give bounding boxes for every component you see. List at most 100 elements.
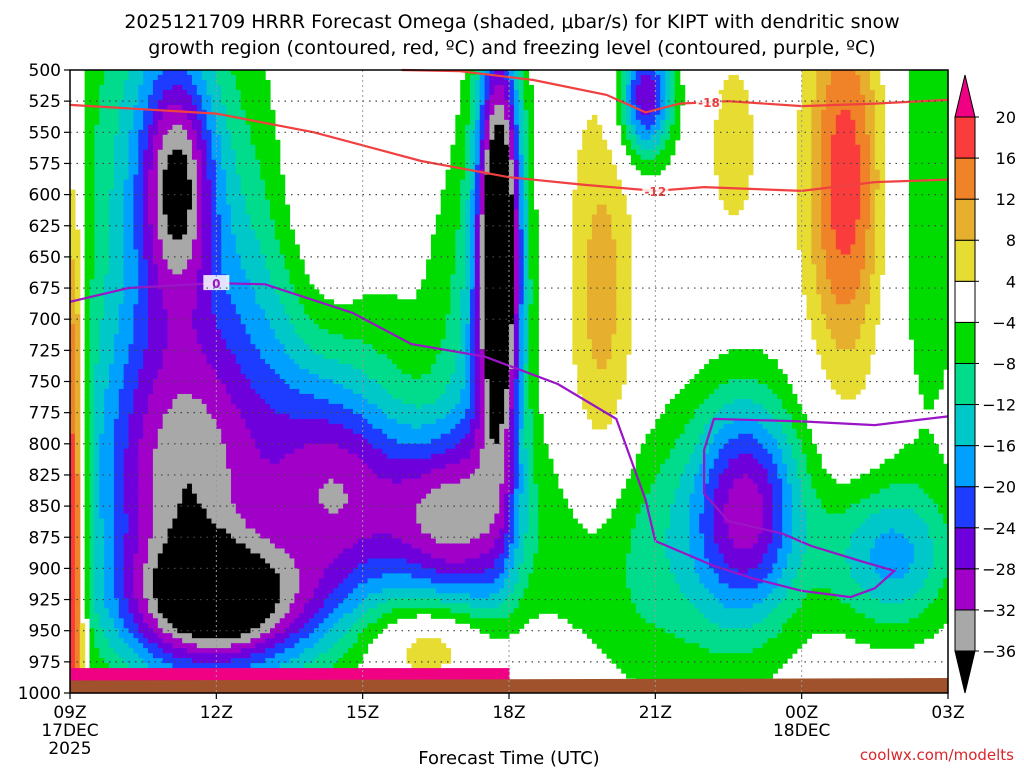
- omega-cell: [104, 593, 115, 599]
- omega-cell: [533, 418, 544, 425]
- omega-cell: [855, 339, 876, 345]
- omega-cell: [84, 70, 105, 76]
- omega-cell: [762, 558, 778, 565]
- omega-cell: [348, 628, 364, 634]
- omega-cell: [70, 289, 76, 295]
- omega-cell: [274, 234, 295, 241]
- omega-cell: [318, 653, 344, 659]
- omega-cell: [201, 234, 213, 241]
- omega-cell: [323, 618, 339, 624]
- omega-cell: [211, 518, 247, 525]
- omega-cell: [474, 94, 481, 101]
- omega-cell: [465, 349, 471, 355]
- omega-cell: [289, 383, 344, 390]
- omega-cell: [855, 70, 871, 76]
- omega-cell: [113, 558, 125, 565]
- omega-cell: [74, 533, 81, 540]
- omega-cell: [148, 638, 164, 644]
- omega-cell: [523, 134, 530, 141]
- omega-cell: [489, 408, 505, 415]
- omega-cell: [191, 254, 203, 260]
- omega-cell: [70, 483, 76, 490]
- omega-cell: [509, 528, 515, 535]
- omega-cell: [479, 264, 486, 270]
- omega-cell: [484, 418, 491, 425]
- omega-cell: [74, 653, 81, 659]
- omega-cell: [474, 144, 481, 151]
- omega-cell: [757, 583, 778, 589]
- omega-cell: [89, 379, 95, 385]
- omega-cell: [772, 518, 783, 525]
- omega-cell: [172, 398, 203, 405]
- omega-cell: [250, 433, 364, 440]
- omega-cell: [523, 309, 530, 315]
- omega-cell: [513, 264, 520, 270]
- colorbar-tick-label: 4: [1006, 272, 1016, 291]
- omega-cell: [138, 259, 149, 265]
- omega-cell: [469, 309, 476, 315]
- omega-cell: [830, 199, 861, 206]
- omega-cell: [152, 493, 183, 500]
- dendritic-contour-line: [401, 68, 949, 114]
- omega-cell: [391, 533, 432, 540]
- omega-cell: [118, 603, 130, 609]
- omega-cell: [148, 134, 154, 141]
- omega-cell: [665, 553, 691, 560]
- omega-cell: [669, 448, 695, 455]
- omega-cell: [860, 159, 871, 166]
- omega-cell: [484, 438, 495, 445]
- freezing-contour-label-bg: [203, 275, 230, 291]
- omega-cell: [538, 493, 564, 500]
- omega-cell: [811, 199, 822, 206]
- omega-cell: [84, 174, 95, 181]
- omega-cell: [162, 144, 193, 151]
- omega-cell: [172, 403, 208, 410]
- omega-cell: [494, 513, 505, 520]
- omega-cell: [113, 428, 130, 435]
- omega-cell: [557, 613, 642, 619]
- omega-cell: [84, 89, 100, 96]
- omega-cell: [655, 70, 666, 76]
- omega-cell: [874, 109, 886, 116]
- omega-cell: [523, 104, 534, 111]
- omega-cell: [70, 294, 76, 300]
- omega-cell: [74, 493, 81, 500]
- omega-cell: [806, 518, 866, 525]
- omega-cell: [865, 264, 876, 270]
- omega-cell: [128, 134, 139, 141]
- omega-cell: [172, 269, 183, 275]
- omega-cell: [357, 538, 403, 545]
- omega-cell: [528, 329, 539, 335]
- omega-cell: [523, 159, 530, 166]
- omega-cell: [201, 204, 213, 211]
- omega-cell: [821, 209, 832, 216]
- omega-cell: [855, 139, 871, 146]
- omega-cell: [411, 374, 422, 380]
- omega-cell: [835, 344, 856, 350]
- omega-cell: [674, 393, 710, 400]
- omega-cell: [211, 199, 217, 206]
- omega-cell: [484, 104, 491, 111]
- omega-cell: [518, 194, 525, 201]
- omega-cell: [479, 254, 486, 260]
- omega-cell: [474, 324, 481, 330]
- omega-cell: [274, 603, 291, 609]
- omega-cell: [694, 603, 725, 609]
- omega-cell: [845, 633, 934, 639]
- omega-cell: [645, 493, 676, 500]
- omega-cell: [113, 159, 130, 166]
- omega-cell: [621, 114, 627, 121]
- omega-cell: [74, 339, 81, 345]
- omega-cell: [294, 643, 315, 649]
- omega-cell: [713, 458, 730, 465]
- omega-cell: [908, 189, 949, 196]
- omega-cell: [74, 538, 81, 545]
- omega-cell: [284, 344, 310, 350]
- omega-cell: [801, 104, 813, 111]
- omega-cell: [440, 209, 461, 216]
- omega-cell: [318, 623, 334, 629]
- omega-cell: [455, 239, 466, 246]
- omega-cell: [474, 299, 481, 305]
- omega-cell: [933, 548, 949, 555]
- omega-cell: [806, 468, 827, 475]
